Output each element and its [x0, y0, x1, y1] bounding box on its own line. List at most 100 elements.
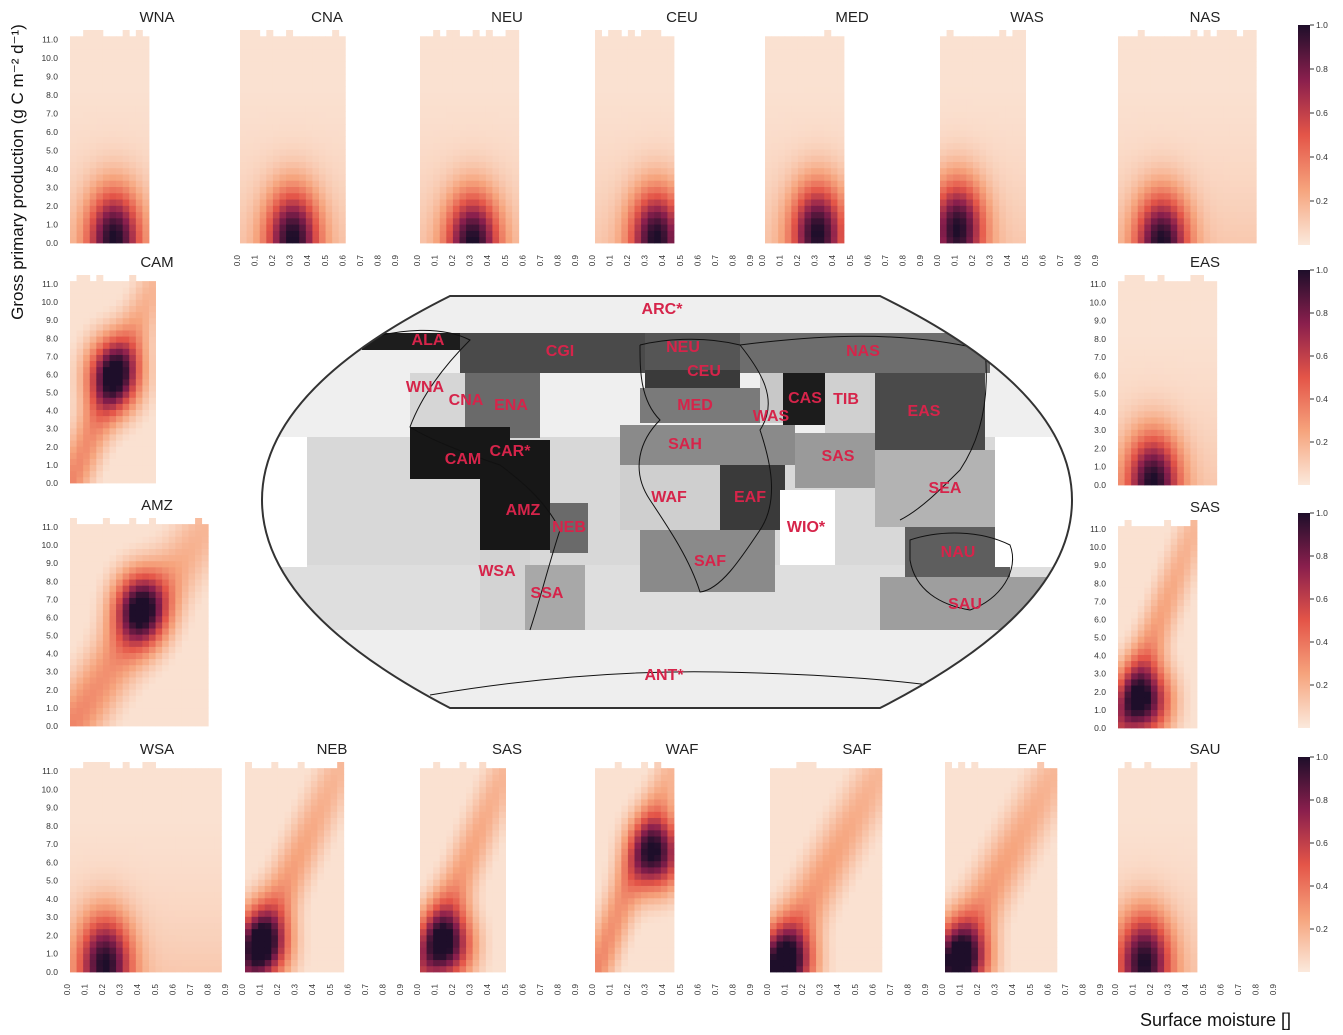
density-cell: [96, 237, 103, 244]
density-cell: [1171, 193, 1178, 200]
density-cell: [667, 237, 674, 244]
density-cell: [1144, 473, 1151, 480]
density-cell: [83, 591, 90, 598]
density-cell: [266, 187, 273, 194]
density-cell: [136, 68, 143, 75]
density-cell: [772, 187, 779, 194]
density-cell: [103, 622, 110, 629]
density-cell: [595, 80, 602, 87]
density-cell: [1237, 80, 1244, 87]
density-cell: [831, 205, 838, 212]
map-region-label: CGI: [546, 343, 574, 360]
density-cell: [1250, 30, 1257, 37]
density-cell: [440, 224, 447, 231]
density-cell: [90, 683, 97, 690]
density-cell: [466, 118, 473, 125]
density-cell: [993, 99, 1000, 106]
density-cell: [1210, 460, 1217, 467]
density-cell: [818, 93, 825, 100]
density-cell: [608, 180, 615, 187]
density-cell: [778, 49, 785, 56]
density-cell: [129, 187, 136, 194]
density-cell: [986, 68, 993, 75]
density-cell: [1243, 205, 1250, 212]
density-cell: [940, 86, 947, 93]
density-cell: [280, 149, 287, 156]
density-cell: [156, 683, 163, 690]
density-cell: [90, 434, 97, 441]
density-cell: [621, 212, 628, 219]
density-cell: [129, 74, 136, 81]
density-cell: [312, 155, 319, 162]
density-cell: [1184, 237, 1191, 244]
density-cell: [123, 591, 130, 598]
density-cell: [1217, 86, 1224, 93]
density-cell: [1250, 80, 1257, 87]
density-cell: [326, 93, 333, 100]
density-cell: [1151, 137, 1158, 144]
density-cell: [110, 367, 117, 374]
density-cell: [811, 105, 818, 112]
density-cell: [175, 702, 182, 709]
density-cell: [492, 212, 499, 219]
density-cell: [1250, 93, 1257, 100]
density-cell: [1204, 130, 1211, 137]
density-cell: [661, 155, 668, 162]
density-cell: [621, 230, 628, 237]
density-cell: [339, 111, 346, 118]
density-cell: [306, 212, 313, 219]
density-cell: [1131, 187, 1138, 194]
density-cell: [136, 585, 143, 592]
density-cell: [123, 671, 130, 678]
density-cell: [641, 162, 648, 169]
density-cell: [332, 224, 339, 231]
density-cell: [466, 230, 473, 237]
density-cell: [77, 111, 84, 118]
density-cell: [791, 168, 798, 175]
density-cell: [293, 36, 300, 43]
density-cell: [628, 149, 635, 156]
density-cell: [1131, 337, 1138, 344]
density-cell: [142, 646, 149, 653]
density-cell: [1197, 405, 1204, 412]
density-cell: [149, 646, 156, 653]
density-cell: [1184, 479, 1191, 486]
density-cell: [1190, 460, 1197, 467]
density-cell: [103, 573, 110, 580]
density-cell: [83, 86, 90, 93]
density-cell: [77, 193, 84, 200]
density-cell: [280, 230, 287, 237]
density-cell: [966, 218, 973, 225]
density-cell: [791, 111, 798, 118]
density-cell: [1190, 224, 1197, 231]
density-cell: [654, 218, 661, 225]
density-cell: [83, 434, 90, 441]
density-cell: [805, 218, 812, 225]
density-cell: [1230, 149, 1237, 156]
density-cell: [240, 193, 247, 200]
density-cell: [785, 74, 792, 81]
density-cell: [326, 199, 333, 206]
density-cell: [70, 440, 77, 447]
density-cell: [266, 30, 273, 37]
density-cell: [1138, 368, 1145, 375]
density-cell: [326, 124, 333, 131]
density-cell: [420, 80, 427, 87]
density-cell: [1204, 423, 1211, 430]
density-cell: [818, 105, 825, 112]
density-cell: [420, 86, 427, 93]
density-cell: [129, 275, 136, 282]
density-cell: [1012, 162, 1019, 169]
density-cell: [1164, 43, 1171, 50]
density-cell: [615, 212, 622, 219]
density-cell: [96, 410, 103, 417]
density-cell: [1197, 180, 1204, 187]
density-cell: [427, 212, 434, 219]
density-cell: [70, 410, 77, 417]
density-cell: [116, 708, 123, 715]
density-cell: [473, 205, 480, 212]
density-cell: [433, 118, 440, 125]
density-cell: [70, 604, 77, 611]
density-cell: [1184, 374, 1191, 381]
density-cell: [433, 180, 440, 187]
